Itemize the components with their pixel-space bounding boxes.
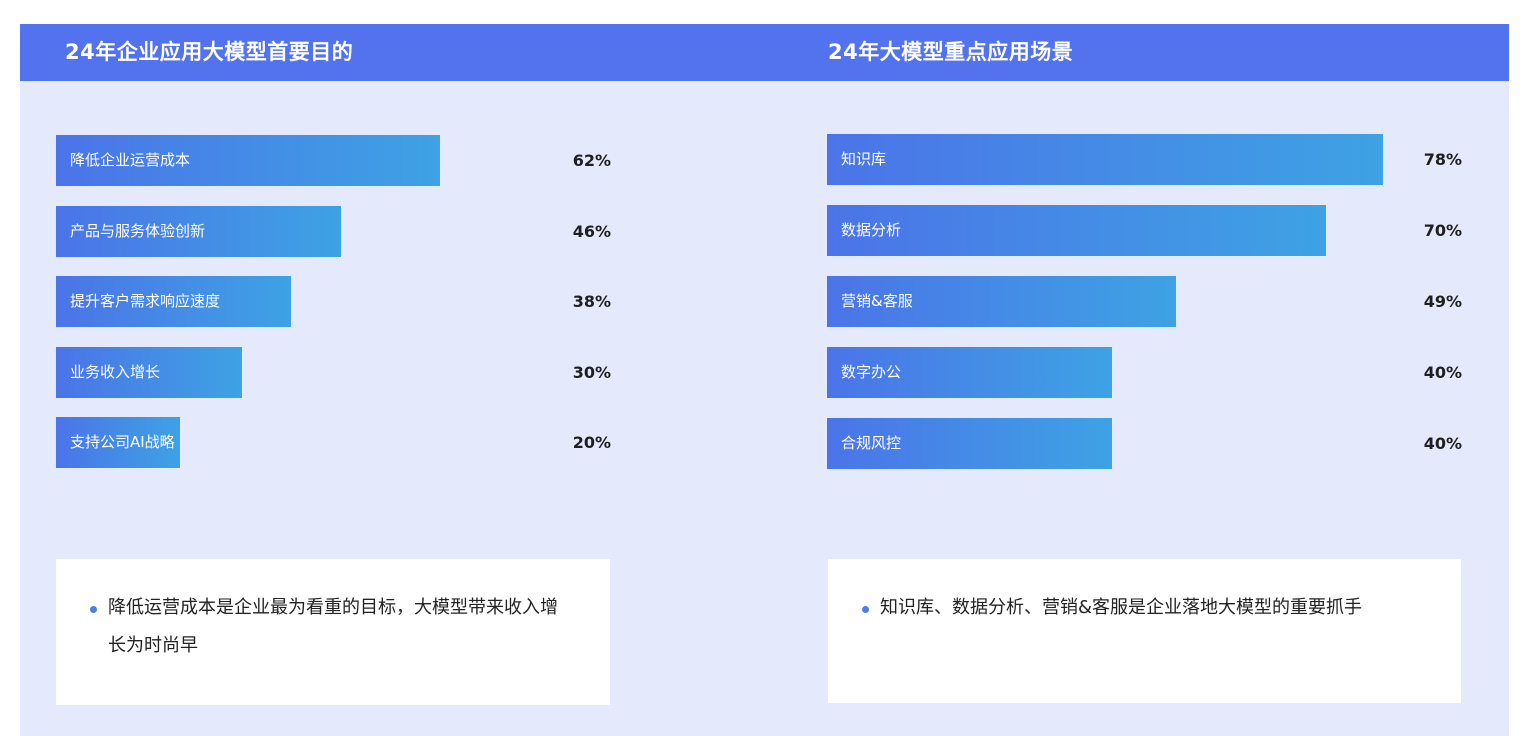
bar-left-4 (56, 347, 242, 398)
bar-value-label: 49% (1423, 292, 1462, 311)
bar-category-label: 合规风控 (841, 434, 902, 452)
bar-category-label: 营销&客服 (841, 292, 913, 310)
bar-category-label: 支持公司AI战略 (70, 433, 175, 451)
bar-category-label: 产品与服务体验创新 (70, 222, 206, 240)
bar-left-2 (56, 206, 341, 257)
bar-value-label: 38% (572, 292, 611, 311)
bar-value-label: 62% (572, 151, 611, 170)
bar-value-label: 40% (1423, 434, 1462, 453)
bar-value-label: 46% (572, 222, 611, 241)
bar-value-label: 20% (572, 433, 611, 452)
bar-category-label: 降低企业运营成本 (70, 151, 191, 169)
bar-right-3 (827, 276, 1176, 327)
bar-category-label: 数据分析 (841, 221, 902, 239)
bar-value-label: 70% (1423, 221, 1462, 240)
bar-value-label: 30% (572, 363, 611, 382)
slide-background: 24年企业应用大模型首要目的 24年大模型重点应用场景 降低企业运营成本 62% 产… (20, 24, 1509, 736)
bar-left-1 (56, 135, 440, 186)
bar-category-label: 提升客户需求响应速度 (70, 292, 221, 310)
bar-category-label: 数字办公 (841, 363, 902, 381)
bar-left-3 (56, 276, 291, 327)
right-panel-title: 24年大模型重点应用场景 (828, 40, 1074, 64)
right-note-text: 知识库、数据分析、营销&客服是企业落地大模型的重要抓手 (880, 597, 1363, 618)
right-bar-chart: 知识库 78% 数据分析 70% 营销&客服 49% 数字办公 40% 合规风控 40% (827, 134, 1462, 489)
bar-right-1 (827, 134, 1383, 185)
bar-right-5 (827, 418, 1112, 469)
bar-left-5 (56, 417, 180, 468)
bar-category-label: 业务收入增长 (70, 363, 161, 381)
left-note-card: 降低运营成本是企业最为看重的目标，大模型带来收入增长为时尚早 (56, 559, 610, 705)
bullet-dot-icon (862, 606, 869, 613)
bar-value-label: 40% (1423, 363, 1462, 382)
bar-category-label: 知识库 (841, 150, 887, 168)
bar-right-2 (827, 205, 1326, 256)
bar-right-4 (827, 347, 1112, 398)
header-bar: 24年企业应用大模型首要目的 24年大模型重点应用场景 (20, 24, 1509, 81)
right-note-card: 知识库、数据分析、营销&客服是企业落地大模型的重要抓手 (828, 559, 1461, 703)
left-panel-title: 24年企业应用大模型首要目的 (65, 40, 354, 64)
left-note-text: 降低运营成本是企业最为看重的目标，大模型带来收入增长为时尚早 (108, 597, 558, 656)
left-bar-chart: 降低企业运营成本 62% 产品与服务体验创新 46% 提升客户需求响应速度 38% 业务收入… (56, 135, 611, 488)
bullet-dot-icon (90, 606, 97, 613)
bar-value-label: 78% (1423, 150, 1462, 169)
